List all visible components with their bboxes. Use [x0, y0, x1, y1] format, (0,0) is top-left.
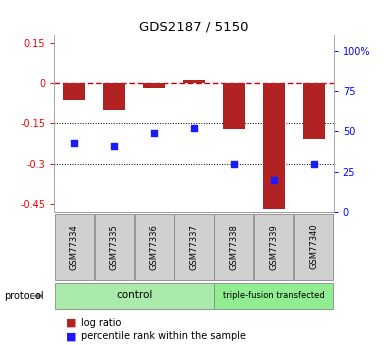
Point	[71, 140, 77, 146]
Point	[191, 126, 197, 131]
Bar	[55, 283, 213, 309]
Text: ■: ■	[66, 332, 76, 341]
Bar	[214, 283, 333, 309]
Text: GSM77336: GSM77336	[150, 224, 159, 269]
Bar	[294, 214, 333, 280]
Text: GSM77337: GSM77337	[189, 224, 199, 269]
Text: ■: ■	[66, 318, 76, 327]
Text: GSM77339: GSM77339	[269, 224, 278, 269]
Bar	[63, 83, 85, 100]
Text: percentile rank within the sample: percentile rank within the sample	[81, 332, 246, 341]
Bar	[303, 83, 325, 139]
Bar	[223, 83, 245, 129]
Point	[151, 130, 157, 136]
Point	[311, 161, 317, 167]
Bar	[183, 80, 205, 83]
Point	[231, 161, 237, 167]
Text: GSM77338: GSM77338	[229, 224, 238, 269]
Text: GSM77334: GSM77334	[70, 224, 79, 269]
Bar	[95, 214, 134, 280]
Bar	[55, 214, 94, 280]
Bar	[263, 83, 285, 209]
Bar	[175, 214, 213, 280]
Text: protocol: protocol	[4, 291, 43, 301]
Text: triple-fusion transfected: triple-fusion transfected	[223, 291, 325, 300]
Point	[271, 177, 277, 183]
Bar	[214, 214, 253, 280]
Point	[111, 143, 117, 149]
Text: control: control	[116, 290, 152, 300]
Bar	[254, 214, 293, 280]
Bar	[135, 214, 174, 280]
Text: GSM77335: GSM77335	[110, 224, 119, 269]
Text: GSM77340: GSM77340	[309, 224, 318, 269]
Bar	[103, 83, 125, 110]
Text: log ratio: log ratio	[81, 318, 122, 327]
Text: GDS2187 / 5150: GDS2187 / 5150	[139, 21, 249, 34]
Bar	[143, 83, 165, 88]
